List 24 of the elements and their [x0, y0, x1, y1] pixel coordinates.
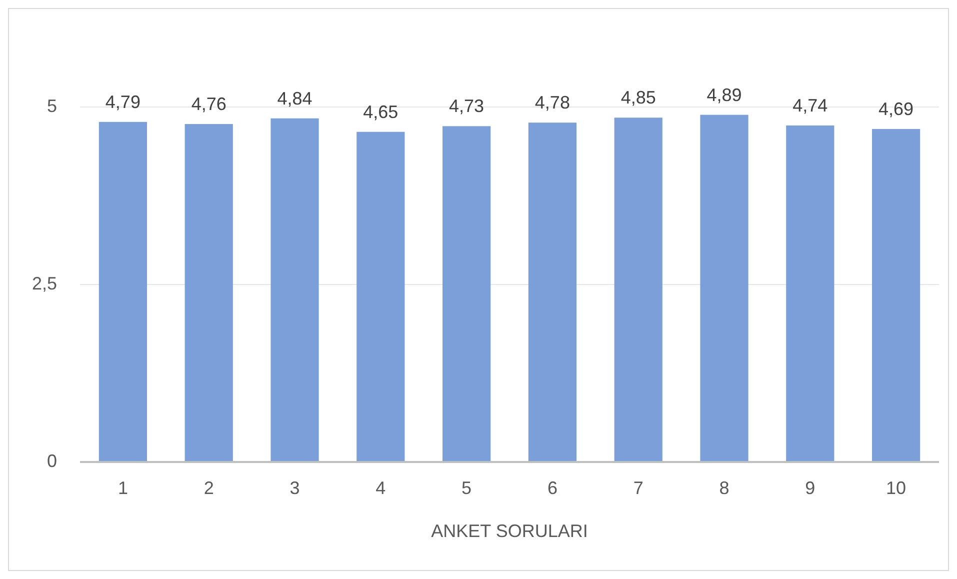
data-label: 4,74 [792, 95, 828, 116]
y-tick-label: 0 [46, 450, 57, 471]
x-tick-label: 4 [376, 478, 386, 498]
data-label: 4,78 [534, 92, 570, 113]
x-tick-label: 6 [547, 478, 558, 498]
data-label: 4,73 [449, 96, 484, 116]
data-label: 4,85 [620, 88, 656, 108]
x-axis-title: ANKET SORULARI [431, 521, 588, 541]
x-tick-label: 3 [290, 478, 300, 498]
data-label: 4,79 [105, 92, 140, 112]
data-label: 4,76 [191, 94, 226, 114]
x-tick-label: 1 [118, 478, 128, 498]
y-tick-label: 5 [46, 96, 57, 116]
x-tick-label: 7 [633, 478, 644, 498]
y-tick-label: 2,5 [32, 273, 57, 294]
data-label: 4,65 [363, 102, 398, 122]
x-tick-label: 2 [204, 478, 214, 498]
x-tick-label: 8 [719, 478, 730, 498]
data-label: 4,84 [277, 88, 312, 108]
data-label: 4,69 [878, 99, 914, 120]
x-tick-label: 5 [462, 478, 472, 498]
x-tick-label: 10 [886, 478, 906, 498]
data-label: 4,89 [706, 84, 742, 105]
x-tick-label: 9 [805, 478, 816, 498]
